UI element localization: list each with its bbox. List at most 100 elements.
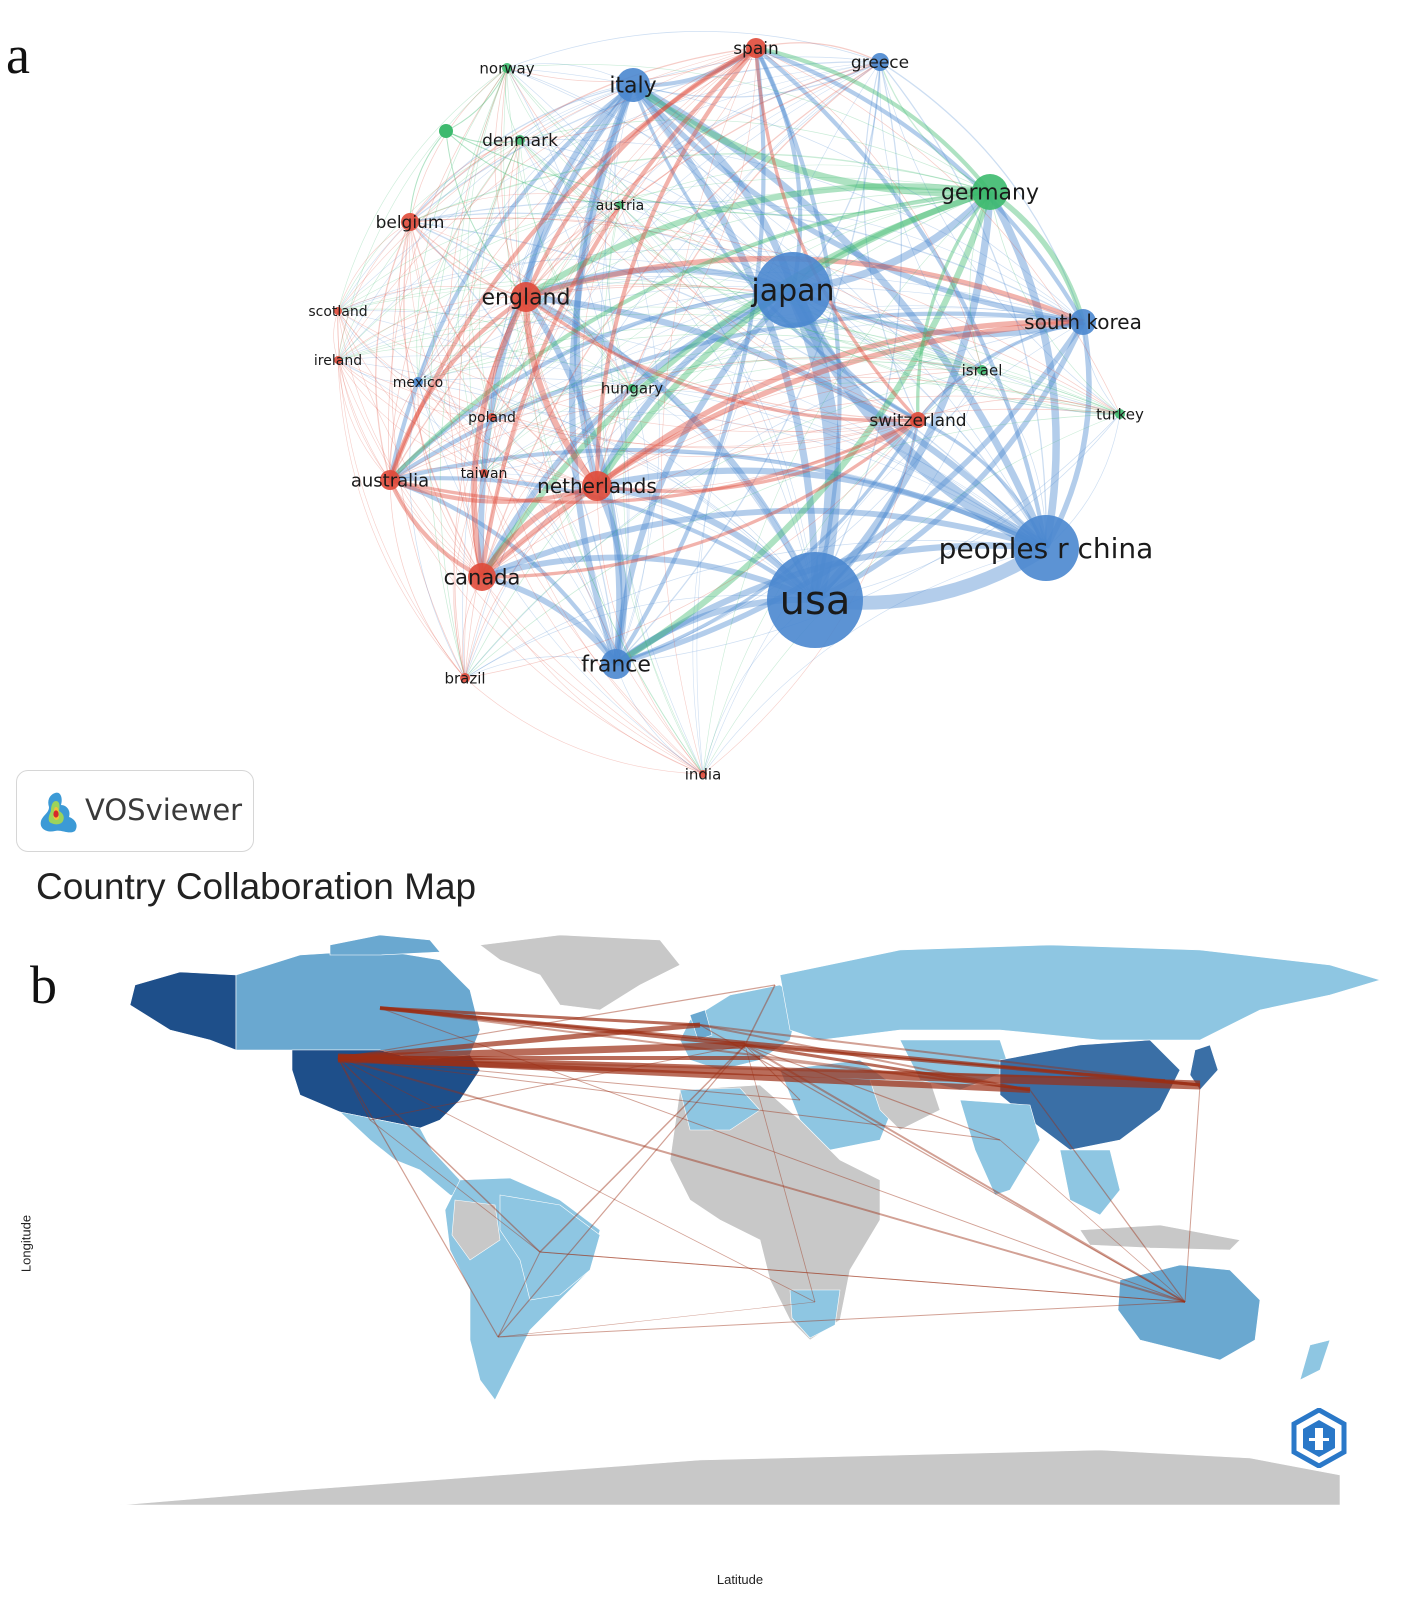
collaboration-link: [497, 1301, 1186, 1338]
node-australia: [380, 470, 400, 490]
collaboration-link: [337, 1057, 371, 1121]
network-edge: [409, 221, 527, 298]
network-edge: [506, 67, 633, 389]
network-edge: [525, 296, 704, 775]
node-china: [1013, 515, 1079, 581]
network-edge: [428, 67, 508, 679]
network-edge: [879, 61, 1047, 549]
network-edge: [464, 677, 704, 775]
network-edge: [483, 84, 634, 474]
label-hungary: hungary: [601, 379, 663, 397]
collaboration-link: [369, 1119, 541, 1253]
network-edge: [600, 84, 704, 775]
network-edge: [337, 359, 419, 383]
network-edge: [702, 413, 1121, 775]
network-edge: [615, 204, 660, 665]
node-unlabeled: [439, 124, 453, 138]
network-edge: [615, 387, 650, 665]
network-edge: [525, 204, 621, 298]
network-edge: [337, 310, 391, 481]
network-edge: [409, 221, 617, 665]
network-edge: [417, 191, 991, 383]
network-edge: [755, 47, 1121, 415]
network-edge: [481, 387, 633, 578]
network-edge: [337, 310, 419, 383]
network-edge: [389, 476, 817, 602]
collaboration-link: [744, 1044, 1001, 1141]
network-edge: [409, 221, 704, 775]
network-edge: [506, 67, 816, 601]
network-edge: [464, 191, 991, 679]
south-africa: [789, 1289, 841, 1339]
label-germany: germany: [941, 181, 1039, 206]
collaboration-link: [744, 984, 776, 1046]
network-edge: [464, 595, 816, 679]
network-edge: [594, 484, 628, 665]
network-edge: [981, 369, 1121, 415]
label-canada: canada: [444, 565, 521, 589]
network-edge: [337, 177, 991, 312]
label-brazil: brazil: [444, 669, 485, 687]
network-edge: [337, 308, 633, 389]
network-edge: [409, 200, 1084, 323]
network-edge: [491, 61, 881, 418]
network-edge: [481, 61, 881, 578]
network-edge: [483, 191, 991, 474]
network-edge: [522, 296, 600, 489]
label-england: england: [482, 286, 571, 311]
node-hungary: [628, 384, 636, 392]
network-edge: [754, 47, 920, 422]
network-edge: [480, 319, 1084, 579]
node-belgium: [401, 213, 419, 231]
network-edge: [631, 346, 983, 389]
network-edge: [755, 46, 1085, 324]
network-edge: [337, 310, 598, 487]
network-edge: [337, 47, 757, 361]
uk: [689, 1009, 713, 1041]
collaboration-link: [744, 1043, 1201, 1087]
label-japan: japan: [750, 274, 834, 309]
node-taiwan: [480, 469, 488, 477]
network-edge: [619, 47, 757, 206]
network-edge: [389, 357, 983, 481]
label-switzerland: switzerland: [869, 411, 966, 431]
network-edge: [595, 319, 1084, 489]
label-israel: israel: [962, 361, 1003, 379]
network-edge: [483, 452, 1047, 549]
network-edge: [506, 31, 881, 69]
network-edge: [506, 67, 794, 291]
network-edge: [917, 369, 983, 421]
network-edge: [388, 311, 1084, 482]
network-edge: [445, 130, 621, 206]
network-edge: [483, 361, 983, 474]
network-edge: [692, 289, 794, 775]
network-edge: [464, 540, 1047, 679]
network-edge: [409, 221, 633, 389]
network-edge: [337, 313, 1121, 415]
network-edge: [452, 416, 493, 679]
network-edge: [863, 61, 919, 421]
network-edge: [445, 130, 521, 144]
network-edge: [483, 387, 633, 474]
network-edge: [416, 67, 508, 383]
network-edge: [515, 139, 598, 487]
network-edge: [517, 139, 704, 775]
vosviewer-badge: VOSviewer: [16, 770, 254, 852]
network-edge: [879, 61, 1084, 323]
network-edge: [631, 84, 919, 422]
network-edge: [417, 381, 598, 487]
label-ireland: ireland: [314, 353, 362, 369]
network-edge: [454, 296, 527, 679]
network-edge: [389, 376, 1121, 481]
label-norway: norway: [479, 59, 534, 77]
network-edge: [879, 61, 991, 193]
network-edge: [337, 67, 508, 312]
network-edge: [601, 204, 704, 775]
network-edge: [594, 46, 758, 487]
collaboration-link: [337, 1057, 1186, 1303]
network-edge: [337, 359, 493, 418]
network-edge: [483, 316, 1084, 474]
collaboration-link: [699, 1024, 1201, 1086]
network-edge: [464, 369, 983, 679]
network-edge: [337, 310, 466, 679]
